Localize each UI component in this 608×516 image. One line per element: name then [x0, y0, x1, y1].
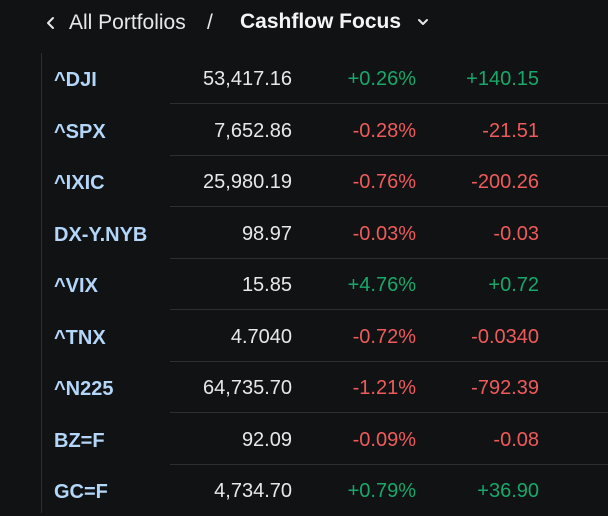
- change-value: -21.51: [482, 119, 539, 142]
- row-divider: [170, 257, 608, 259]
- change-value: +140.15: [466, 68, 539, 90]
- symbol-link[interactable]: BZ=F: [54, 429, 105, 452]
- table-row[interactable]: ^VIX 15.85 +4.76% +0.72: [42, 259, 608, 310]
- change-percent: +4.76%: [347, 274, 416, 296]
- price-value: 98.97: [241, 222, 292, 245]
- portfolio-header: All Portfolios / Cashflow Focus: [0, 0, 608, 46]
- row-divider: [170, 206, 608, 207]
- symbol-link[interactable]: ^VIX: [54, 275, 98, 297]
- change-percent: -0.76%: [352, 171, 416, 193]
- table-row[interactable]: ^IXIC 25,980.19 -0.76% -200.26: [42, 156, 608, 207]
- row-divider: [170, 309, 608, 310]
- row-divider: [170, 103, 608, 104]
- change-value: -0.0340: [471, 325, 539, 348]
- change-percent: -0.03%: [352, 222, 416, 245]
- table-left-border: [41, 53, 42, 513]
- change-value: +0.72: [488, 274, 539, 296]
- price-value: 7,652.86: [214, 119, 292, 142]
- change-percent: +0.26%: [347, 68, 416, 90]
- change-percent: -0.72%: [352, 325, 416, 348]
- table-row[interactable]: ^TNX 4.7040 -0.72% -0.0340: [42, 311, 608, 362]
- price-value: 4,734.70: [214, 480, 292, 502]
- symbol-link[interactable]: ^SPX: [54, 120, 106, 143]
- symbol-link[interactable]: ^N225: [54, 378, 114, 400]
- price-value: 25,980.19: [203, 171, 292, 193]
- change-value: -792.39: [471, 377, 539, 399]
- row-divider: [170, 463, 608, 465]
- change-value: -200.26: [471, 171, 539, 193]
- symbol-link[interactable]: ^IXIC: [54, 172, 105, 194]
- change-value: -0.08: [493, 428, 539, 451]
- change-percent: -1.21%: [352, 377, 416, 399]
- change-value: -0.03: [493, 222, 539, 245]
- price-value: 92.09: [241, 428, 292, 451]
- price-value: 4.7040: [230, 325, 292, 348]
- price-value: 15.85: [241, 274, 292, 296]
- symbol-link[interactable]: GC=F: [54, 481, 108, 503]
- price-value: 53,417.16: [203, 68, 292, 90]
- table-row[interactable]: DX-Y.NYB 98.97 -0.03% -0.03: [42, 208, 608, 259]
- row-divider: [170, 360, 608, 362]
- table-row[interactable]: ^DJI 53,417.16 +0.26% +140.15: [42, 53, 608, 104]
- symbol-link[interactable]: ^DJI: [54, 69, 97, 91]
- change-value: +36.90: [477, 480, 539, 502]
- change-percent: +0.79%: [347, 480, 416, 502]
- chevron-left-icon[interactable]: [44, 13, 58, 33]
- breadcrumb-all-portfolios[interactable]: All Portfolios: [69, 11, 186, 34]
- portfolio-selector[interactable]: Cashflow Focus: [240, 10, 402, 33]
- table-row[interactable]: ^N225 64,735.70 -1.21% -792.39: [42, 362, 608, 413]
- table-row[interactable]: GC=F 4,734.70 +0.79% +36.90: [42, 465, 608, 516]
- change-percent: -0.09%: [352, 428, 416, 451]
- chevron-down-icon[interactable]: [416, 14, 430, 30]
- table-row[interactable]: BZ=F 92.09 -0.09% -0.08: [42, 414, 608, 465]
- row-divider: [170, 412, 608, 413]
- row-divider: [170, 154, 608, 156]
- table-row[interactable]: ^SPX 7,652.86 -0.28% -21.51: [42, 105, 608, 156]
- price-value: 64,735.70: [203, 377, 292, 399]
- change-percent: -0.28%: [352, 119, 416, 142]
- symbol-link[interactable]: ^TNX: [54, 326, 106, 349]
- symbol-link[interactable]: DX-Y.NYB: [54, 223, 148, 246]
- breadcrumb-separator: /: [207, 11, 213, 34]
